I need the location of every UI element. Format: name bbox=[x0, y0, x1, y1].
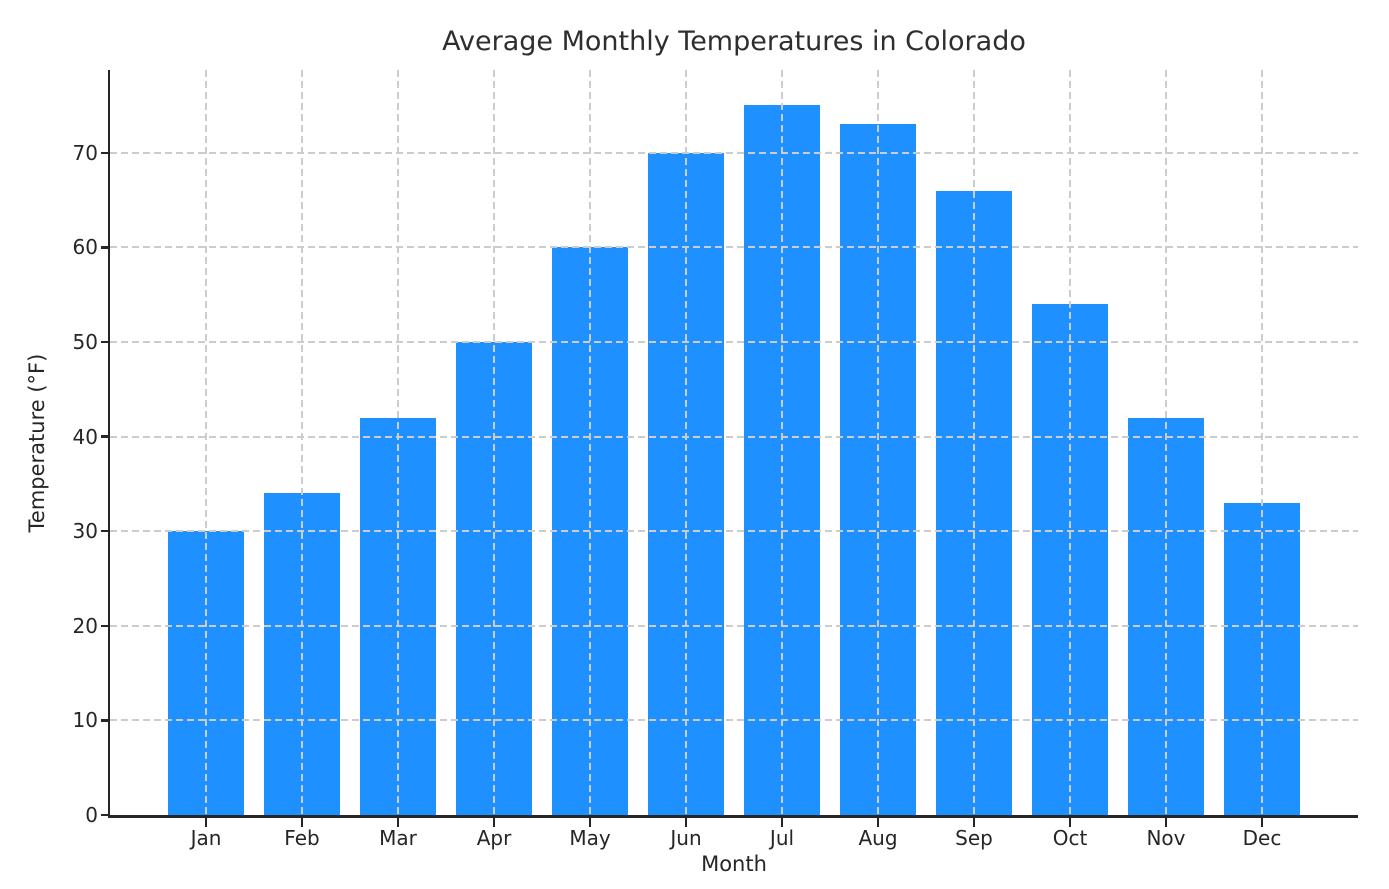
gridline-horizontal bbox=[110, 340, 1358, 343]
x-axis-tick bbox=[972, 817, 976, 827]
gridline-horizontal bbox=[110, 530, 1358, 533]
gridline-vertical bbox=[973, 70, 975, 815]
y-tick-label: 0 bbox=[85, 803, 98, 827]
y-tick-label: 60 bbox=[72, 235, 98, 260]
chart-title: Average Monthly Temperatures in Colorado bbox=[442, 26, 1026, 57]
y-axis-spine bbox=[107, 70, 110, 818]
gridline-horizontal bbox=[110, 719, 1358, 722]
x-axis-tick bbox=[684, 817, 688, 827]
gridline-horizontal bbox=[110, 435, 1358, 438]
x-tick-label: Oct bbox=[1052, 826, 1088, 850]
x-axis-tick bbox=[588, 817, 592, 827]
y-tick-label: 70 bbox=[72, 140, 98, 165]
x-tick-label: Aug bbox=[858, 826, 898, 850]
y-axis-tick bbox=[101, 624, 110, 628]
x-axis-label: Month bbox=[701, 852, 767, 876]
gridline-horizontal bbox=[110, 624, 1358, 627]
x-axis-tick bbox=[1068, 817, 1072, 827]
y-axis-tick bbox=[101, 529, 110, 533]
y-axis-tick bbox=[101, 246, 110, 249]
x-tick-label: Jun bbox=[670, 826, 702, 850]
y-axis-tick bbox=[101, 151, 110, 155]
x-axis-spine bbox=[107, 815, 1358, 818]
x-axis-tick bbox=[1260, 817, 1264, 827]
gridline-vertical bbox=[685, 70, 687, 815]
gridline-vertical bbox=[397, 70, 399, 815]
gridline-vertical bbox=[877, 70, 879, 815]
x-axis-tick bbox=[300, 817, 304, 827]
x-tick-label: May bbox=[569, 826, 611, 850]
x-axis-tick bbox=[876, 817, 880, 827]
x-axis-tick bbox=[1164, 817, 1168, 827]
x-axis-tick bbox=[204, 817, 208, 827]
x-axis-tick bbox=[396, 817, 400, 827]
y-tick-label: 50 bbox=[72, 329, 98, 354]
gridline-vertical bbox=[1261, 70, 1263, 815]
gridline-horizontal bbox=[110, 151, 1358, 154]
gridline-vertical bbox=[205, 70, 207, 815]
x-tick-label: Nov bbox=[1146, 826, 1186, 850]
x-axis-tick bbox=[492, 817, 496, 827]
y-tick-label: 30 bbox=[72, 519, 98, 544]
gridline-vertical bbox=[301, 70, 303, 815]
gridline-horizontal bbox=[110, 246, 1358, 249]
x-tick-label: Jan bbox=[190, 826, 222, 850]
y-axis-tick bbox=[101, 435, 110, 438]
x-tick-label: Jul bbox=[769, 826, 795, 850]
x-axis-tick bbox=[780, 817, 784, 827]
gridline-vertical bbox=[589, 70, 591, 815]
x-tick-label: Apr bbox=[476, 826, 512, 850]
y-axis-tick bbox=[101, 340, 110, 344]
y-tick-label: 20 bbox=[72, 613, 98, 638]
gridline-vertical bbox=[1165, 70, 1167, 815]
gridline-vertical bbox=[781, 70, 783, 815]
y-axis-tick bbox=[101, 719, 110, 722]
x-tick-label: Mar bbox=[379, 826, 417, 850]
y-axis-tick bbox=[101, 813, 110, 817]
x-tick-label: Dec bbox=[1242, 826, 1282, 850]
gridline-vertical bbox=[493, 70, 495, 815]
y-tick-label: 10 bbox=[72, 708, 98, 733]
x-tick-label: Feb bbox=[284, 826, 320, 850]
x-tick-label: Sep bbox=[955, 826, 993, 850]
y-tick-label: 40 bbox=[72, 424, 98, 449]
gridline-vertical bbox=[1069, 70, 1071, 815]
